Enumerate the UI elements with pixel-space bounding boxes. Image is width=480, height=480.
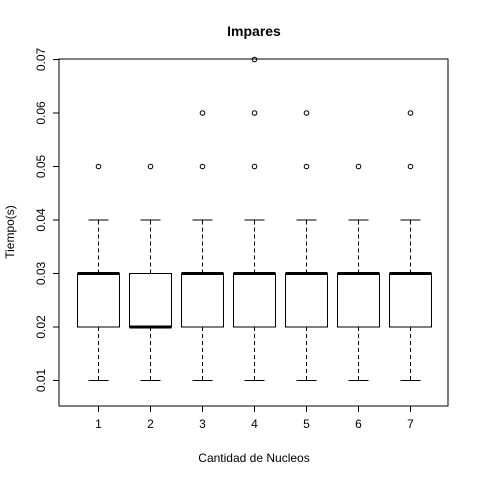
box-1 — [77, 163, 120, 381]
x-tick-label: 2 — [147, 417, 154, 431]
outlier-point — [303, 110, 310, 116]
outlier-point — [147, 163, 154, 170]
box-2 — [129, 163, 172, 381]
outlier-point — [199, 163, 206, 170]
outlier-point — [199, 110, 206, 116]
x-tick-label: 6 — [355, 417, 362, 431]
outlier-point — [407, 163, 414, 170]
iqr-box — [77, 273, 120, 328]
box-3 — [181, 110, 224, 381]
chart-title: Impares — [227, 23, 281, 39]
box-4 — [233, 56, 276, 381]
outlier-point — [355, 163, 362, 170]
iqr-box — [233, 273, 276, 328]
outlier-point — [251, 163, 258, 170]
y-tick-label: 0.01 — [34, 368, 48, 392]
x-tick-label: 4 — [251, 417, 258, 431]
outlier-point — [251, 56, 258, 63]
x-tick-label: 3 — [199, 417, 206, 431]
iqr-box — [389, 273, 432, 328]
iqr-box — [337, 273, 380, 328]
iqr-box — [285, 273, 328, 328]
iqr-box — [129, 273, 172, 328]
x-tick-label: 1 — [95, 417, 102, 431]
outlier-point — [407, 110, 414, 116]
outlier-point — [303, 163, 310, 170]
box-6 — [337, 163, 380, 381]
y-tick-label: 0.02 — [34, 315, 48, 339]
iqr-box — [181, 273, 224, 328]
outlier-point — [251, 110, 258, 116]
y-tick-label: 0.03 — [34, 261, 48, 285]
x-axis-label: Cantidad de Nucleos — [198, 451, 309, 465]
box-7 — [389, 110, 432, 381]
x-tick-label: 7 — [407, 417, 414, 431]
y-tick-label: 0.07 — [34, 47, 48, 71]
y-tick-label: 0.05 — [34, 154, 48, 178]
y-tick-label: 0.06 — [34, 101, 48, 125]
outlier-point — [95, 163, 102, 170]
boxes-group — [77, 56, 432, 381]
x-tick-label: 5 — [303, 417, 310, 431]
y-axis-label: Tiempo(s) — [3, 205, 17, 259]
x-axis: 1 2 3 4 5 6 7 — [95, 405, 414, 431]
y-tick-label: 0.04 — [34, 208, 48, 232]
y-axis: 0.01 0.02 0.03 0.04 0.05 0.06 0.07 — [34, 47, 60, 392]
box-5 — [285, 110, 328, 381]
